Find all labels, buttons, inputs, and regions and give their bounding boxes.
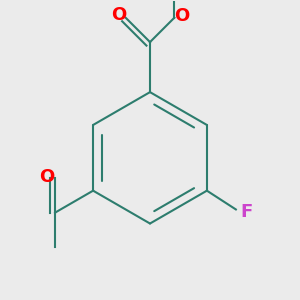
Text: F: F [241, 203, 253, 221]
Text: O: O [39, 168, 54, 186]
Text: O: O [111, 6, 126, 24]
Text: O: O [174, 7, 189, 25]
